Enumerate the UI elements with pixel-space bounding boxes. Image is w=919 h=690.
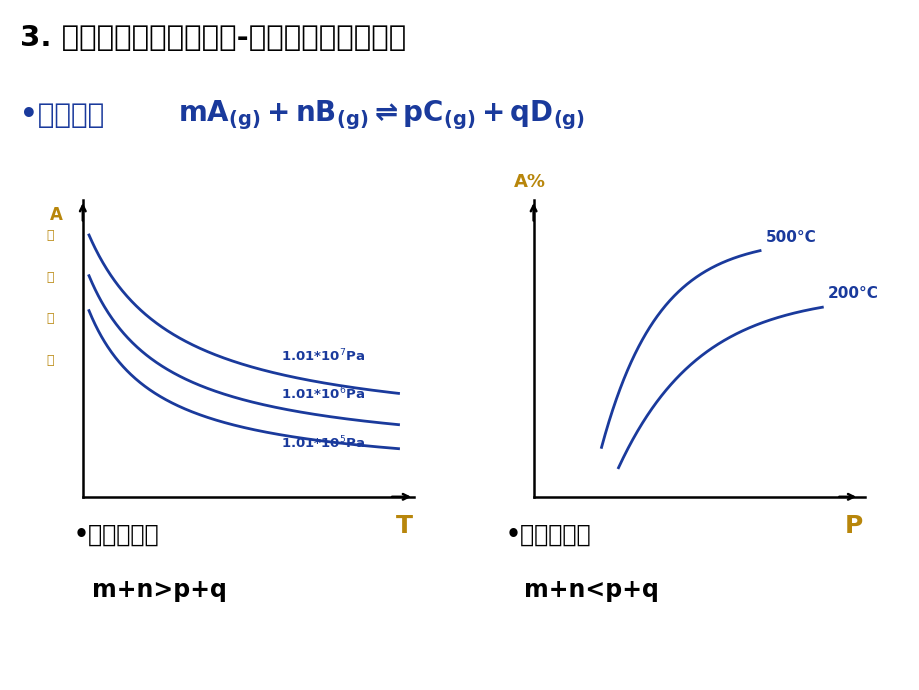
Text: m+n>p+q: m+n>p+q <box>92 578 227 602</box>
Text: 1.01*10$^6$Pa: 1.01*10$^6$Pa <box>280 386 365 402</box>
Text: $\mathbf{mA_{(g)}+nB_{(g)}\rightleftharpoons pC_{(g)}+qD_{(g)}}$: $\mathbf{mA_{(g)}+nB_{(g)}\rightleftharp… <box>177 98 584 132</box>
Text: 200°C: 200°C <box>827 286 878 302</box>
Text: 率: 率 <box>46 354 53 367</box>
Text: •对于反应: •对于反应 <box>20 101 104 129</box>
Text: P: P <box>844 514 862 538</box>
Text: A%: A% <box>513 173 545 191</box>
Text: •正反应放热: •正反应放热 <box>74 522 159 546</box>
Text: •正反应放热: •正反应放热 <box>505 522 591 546</box>
Text: m+n<p+q: m+n<p+q <box>524 578 659 602</box>
Text: 500°C: 500°C <box>765 230 815 245</box>
Text: T: T <box>396 514 413 538</box>
Text: 的: 的 <box>46 229 53 242</box>
Text: 1.01*10$^7$Pa: 1.01*10$^7$Pa <box>280 348 365 364</box>
Text: 1.01*10$^5$Pa: 1.01*10$^5$Pa <box>280 434 365 451</box>
Text: 3. 转化率（或百分含量）-温度（或压强）图：: 3. 转化率（或百分含量）-温度（或压强）图： <box>20 24 406 52</box>
Text: 化: 化 <box>46 313 53 325</box>
Text: A: A <box>50 206 62 224</box>
Text: 转: 转 <box>46 270 53 284</box>
